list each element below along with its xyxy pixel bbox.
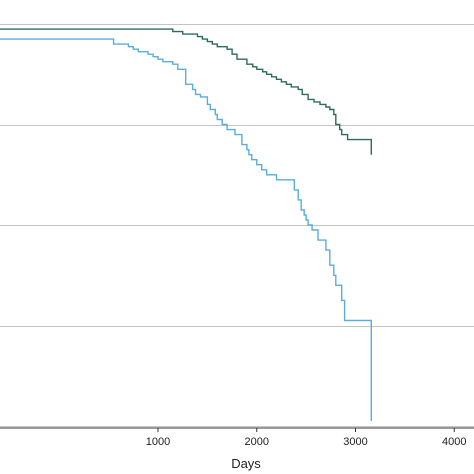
x-tick-label-0: 1000 xyxy=(146,436,170,448)
x-tick-label-1: 2000 xyxy=(245,436,269,448)
x-tick-label-2: 3000 xyxy=(343,436,367,448)
x-axis-title: Days xyxy=(231,456,261,471)
series-lines xyxy=(0,28,372,421)
series-line-0 xyxy=(0,28,372,155)
series-line-1 xyxy=(0,38,372,421)
x-axis-ticks: 1000 2000 3000 4000 xyxy=(146,428,466,448)
x-tick-label-3: 4000 xyxy=(442,436,466,448)
gridlines xyxy=(0,24,474,427)
